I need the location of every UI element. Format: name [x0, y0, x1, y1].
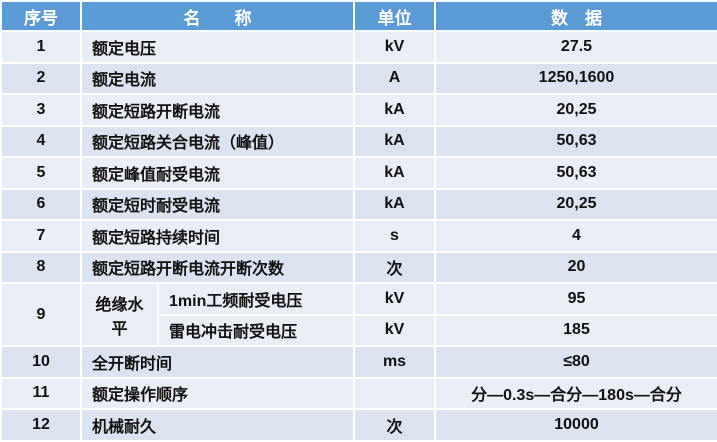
row-unit: 次: [353, 250, 436, 284]
table-row: 8 额定短路开断电流开断次数 次 20: [0, 250, 717, 284]
row-name: 机械耐久: [80, 408, 355, 442]
row-no: 3: [0, 93, 82, 127]
table-row: 9 绝缘水平 1min工频耐受电压 kV 95: [0, 282, 717, 347]
row-value: 20: [434, 250, 717, 284]
row-value: 20,25: [434, 93, 717, 127]
row-unit: kV: [353, 30, 436, 64]
table-row: 11 额定操作顺序 分—0.3s—合分—180s—合分: [0, 376, 717, 410]
table-row: 6 额定短时耐受电流 kA 20,25: [0, 187, 717, 221]
row-value: 分—0.3s—合分—180s—合分: [434, 376, 717, 410]
row-value: 95: [434, 282, 717, 316]
row-value: 185: [434, 313, 717, 347]
row-unit: ms: [353, 345, 436, 379]
row-unit: [353, 376, 436, 410]
row-value: 4: [434, 219, 717, 253]
row-unit: 次: [353, 408, 436, 442]
row-no: 4: [0, 124, 82, 158]
row-name: 全开断时间: [80, 345, 355, 379]
row-value: 1250,1600: [434, 61, 717, 95]
row-name: 额定峰值耐受电流: [80, 156, 355, 190]
row-value: 20,25: [434, 187, 717, 221]
row-value: 10000: [434, 408, 717, 442]
row-value: 50,63: [434, 156, 717, 190]
header-row: 序号 名 称 单位 数 据: [0, 0, 717, 32]
row-value: 27.5: [434, 30, 717, 64]
header-unit: 单位: [353, 0, 436, 32]
row-unit: kA: [353, 93, 436, 127]
row-unit: kV: [353, 282, 436, 316]
table-row: 3 额定短路开断电流 kA 20,25: [0, 93, 717, 127]
row-name: 额定短路关合电流（峰值）: [80, 124, 355, 158]
header-no: 序号: [0, 0, 82, 32]
row-group: 绝缘水平: [80, 282, 159, 347]
row-no: 12: [0, 408, 82, 442]
table-row: 12 机械耐久 次 10000: [0, 408, 717, 442]
table-row: 4 额定短路关合电流（峰值） kA 50,63: [0, 124, 717, 158]
header-name: 名 称: [80, 0, 355, 32]
row-unit: kA: [353, 156, 436, 190]
row-no: 1: [0, 30, 82, 64]
row-value: ≤80: [434, 345, 717, 379]
row-no: 5: [0, 156, 82, 190]
row-unit: kA: [353, 124, 436, 158]
row-no: 8: [0, 250, 82, 284]
table-row: 7 额定短路持续时间 s 4: [0, 219, 717, 253]
row-name: 额定电压: [80, 30, 355, 64]
row-unit: A: [353, 61, 436, 95]
header-data: 数 据: [434, 0, 717, 32]
row-unit: kV: [353, 313, 436, 347]
row-no: 6: [0, 187, 82, 221]
row-name: 额定短时耐受电流: [80, 187, 355, 221]
row-name: 额定短路持续时间: [80, 219, 355, 253]
table-row: 5 额定峰值耐受电流 kA 50,63: [0, 156, 717, 190]
row-name: 雷电冲击耐受电压: [157, 313, 355, 347]
row-name: 1min工频耐受电压: [157, 282, 355, 316]
row-unit: kA: [353, 187, 436, 221]
table-row: 2 额定电流 A 1250,1600: [0, 61, 717, 95]
row-unit: s: [353, 219, 436, 253]
row-no: 7: [0, 219, 82, 253]
row-name: 额定短路开断电流开断次数: [80, 250, 355, 284]
row-name: 额定短路开断电流: [80, 93, 355, 127]
row-no: 2: [0, 61, 82, 95]
table-row: 10 全开断时间 ms ≤80: [0, 345, 717, 379]
row-no: 11: [0, 376, 82, 410]
row-name: 额定电流: [80, 61, 355, 95]
table-row: 1 额定电压 kV 27.5: [0, 30, 717, 64]
row-value: 50,63: [434, 124, 717, 158]
row-no: 9: [0, 282, 82, 347]
row-no: 10: [0, 345, 82, 379]
row-name: 额定操作顺序: [80, 376, 355, 410]
